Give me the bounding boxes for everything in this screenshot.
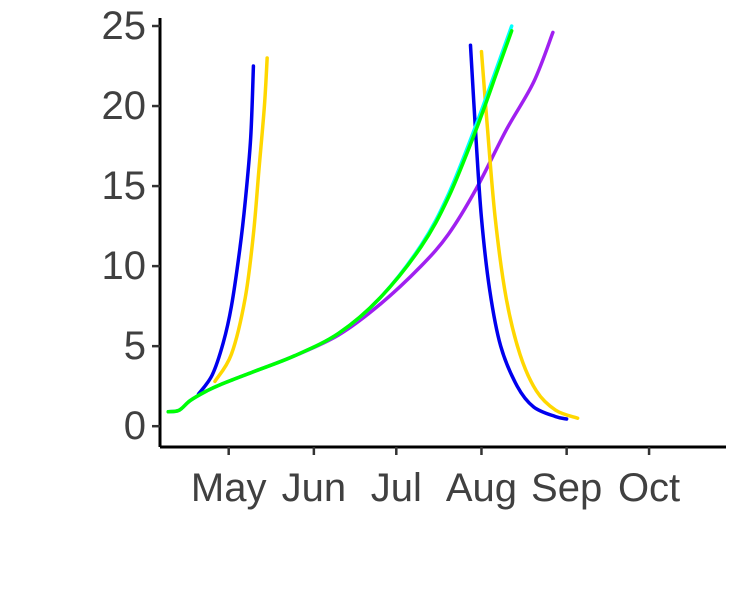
y-tick-label: 25 (102, 4, 147, 48)
x-tick-label: May (191, 466, 267, 510)
x-axis-ticks: May Jun Jul Aug Sep Oct (191, 447, 680, 510)
x-tick-label: Sep (531, 466, 602, 510)
series-line-4 (213, 56, 269, 384)
y-tick-label: 5 (124, 324, 146, 368)
y-tick-label: 15 (102, 164, 147, 208)
y-tick-label: 20 (102, 84, 147, 128)
series-line-3 (468, 43, 569, 421)
x-tick-label: Jul (371, 466, 422, 510)
y-tick-label: 10 (102, 244, 147, 288)
x-tick-label: Oct (618, 466, 680, 510)
y-axis-ticks: 0 5 10 15 20 25 (102, 4, 160, 448)
x-tick-label: Aug (446, 466, 517, 510)
series-line-2 (196, 64, 256, 396)
y-tick-label: 0 (124, 404, 146, 448)
x-tick-label: Jun (282, 466, 347, 510)
series-line-7 (166, 29, 514, 414)
series-line-5 (479, 49, 580, 420)
series-layer (166, 24, 580, 421)
